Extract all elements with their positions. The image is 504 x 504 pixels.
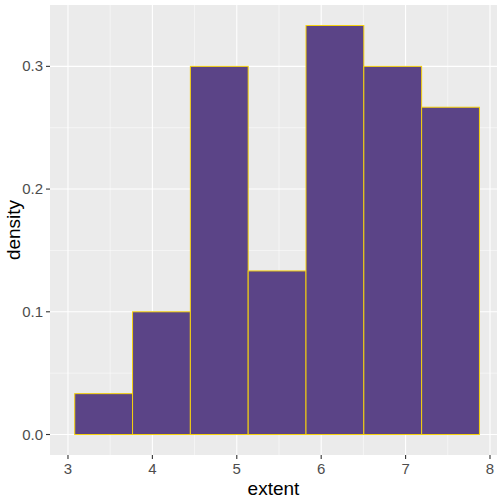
y-axis-label: density — [3, 199, 24, 260]
grid-line-x — [489, 5, 490, 455]
grid-line-y — [50, 66, 497, 67]
histogram-bar — [306, 25, 364, 434]
y-tick-label: 0.3 — [22, 57, 43, 74]
grid — [50, 5, 497, 455]
x-tick-label: 6 — [317, 460, 325, 477]
histogram-bar — [422, 107, 480, 434]
x-tick — [405, 455, 406, 459]
axes: 3 4 5 6 7 8 0.0 0.1 0.2 0.3 — [22, 57, 494, 477]
y-tick-label: 0.2 — [22, 180, 43, 197]
histogram-bar — [133, 312, 191, 435]
y-tick — [46, 311, 50, 312]
x-tick-label: 5 — [233, 460, 241, 477]
histogram-bar — [75, 394, 133, 435]
chart-svg: 3 4 5 6 7 8 0.0 0.1 0.2 0.3 extent density — [0, 0, 504, 504]
histogram-bar — [364, 66, 422, 434]
panel-background — [50, 5, 497, 455]
x-tick — [67, 455, 68, 459]
y-tick-label: 0.1 — [22, 303, 43, 320]
x-axis-label: extent — [248, 478, 300, 499]
y-tick-label: 0.0 — [22, 426, 43, 443]
chart-container: 3 4 5 6 7 8 0.0 0.1 0.2 0.3 extent density — [0, 0, 504, 504]
x-tick-label: 8 — [486, 460, 494, 477]
grid-line-x — [67, 5, 68, 455]
bars — [75, 25, 480, 434]
x-tick-label: 7 — [401, 460, 409, 477]
y-tick — [46, 66, 50, 67]
x-tick-label: 4 — [148, 460, 156, 477]
y-tick — [46, 434, 50, 435]
x-tick — [236, 455, 237, 459]
histogram-bar — [190, 66, 248, 434]
x-tick — [152, 455, 153, 459]
x-tick — [489, 455, 490, 459]
x-tick — [321, 455, 322, 459]
y-tick — [46, 189, 50, 190]
minor-grid-x — [110, 5, 111, 455]
x-tick-label: 3 — [64, 460, 72, 477]
histogram-bar — [248, 271, 306, 435]
